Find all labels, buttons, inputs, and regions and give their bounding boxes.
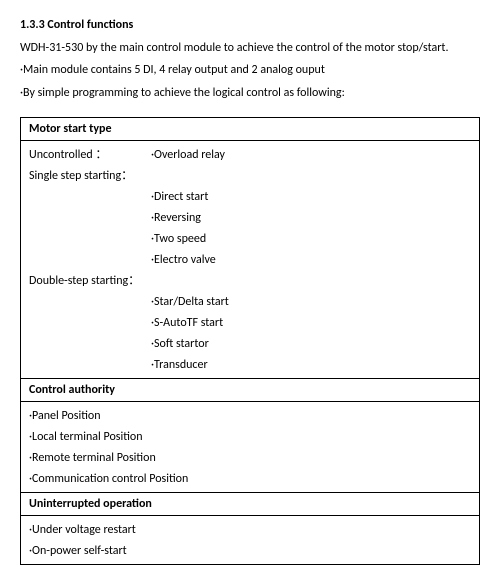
unint-item-1: ·On-power self-start [29,541,471,562]
auth-item-0: ·Panel Position [29,406,471,427]
double-item-0: ·Star/Delta start [29,292,471,313]
uncontrolled-value: ·Overload relay [151,145,225,166]
motor-start-type-body: Uncontrolled ： ·Overload relay Single st… [21,141,479,379]
control-authority-body: ·Panel Position ·Local terminal Position… [21,402,479,493]
section-heading: 1.3.3 Control functions [20,18,480,32]
control-table: Motor start type Uncontrolled ： ·Overloa… [20,117,480,565]
control-authority-header: Control authority [21,379,479,402]
uninterrupted-header: Uninterrupted operation [21,493,479,516]
auth-item-1: ·Local terminal Position [29,427,471,448]
intro-line-0: WDH-31-530 by the main control module to… [20,38,480,58]
intro-line-2: ·By simple programming to achieve the lo… [20,83,480,103]
single-item-3: ·Electro valve [29,250,471,271]
double-step-label: Double-step starting： [29,271,471,292]
single-item-0: ·Direct start [29,187,471,208]
double-item-2: ·Soft startor [29,334,471,355]
double-item-3: ·Transducer [29,355,471,376]
motor-start-type-header: Motor start type [21,118,479,141]
auth-item-2: ·Remote terminal Position [29,448,471,469]
single-item-2: ·Two speed [29,229,471,250]
single-item-1: ·Reversing [29,208,471,229]
double-item-1: ·S-AutoTF start [29,313,471,334]
auth-item-3: ·Communication control Position [29,469,471,490]
uninterrupted-body: ·Under voltage restart ·On-power self-st… [21,516,479,564]
single-step-label: Single step starting： [29,166,471,187]
uncontrolled-label: Uncontrolled ： [29,145,151,166]
unint-item-0: ·Under voltage restart [29,520,471,541]
intro-line-1: ·Main module contains 5 DI, 4 relay outp… [20,60,480,80]
